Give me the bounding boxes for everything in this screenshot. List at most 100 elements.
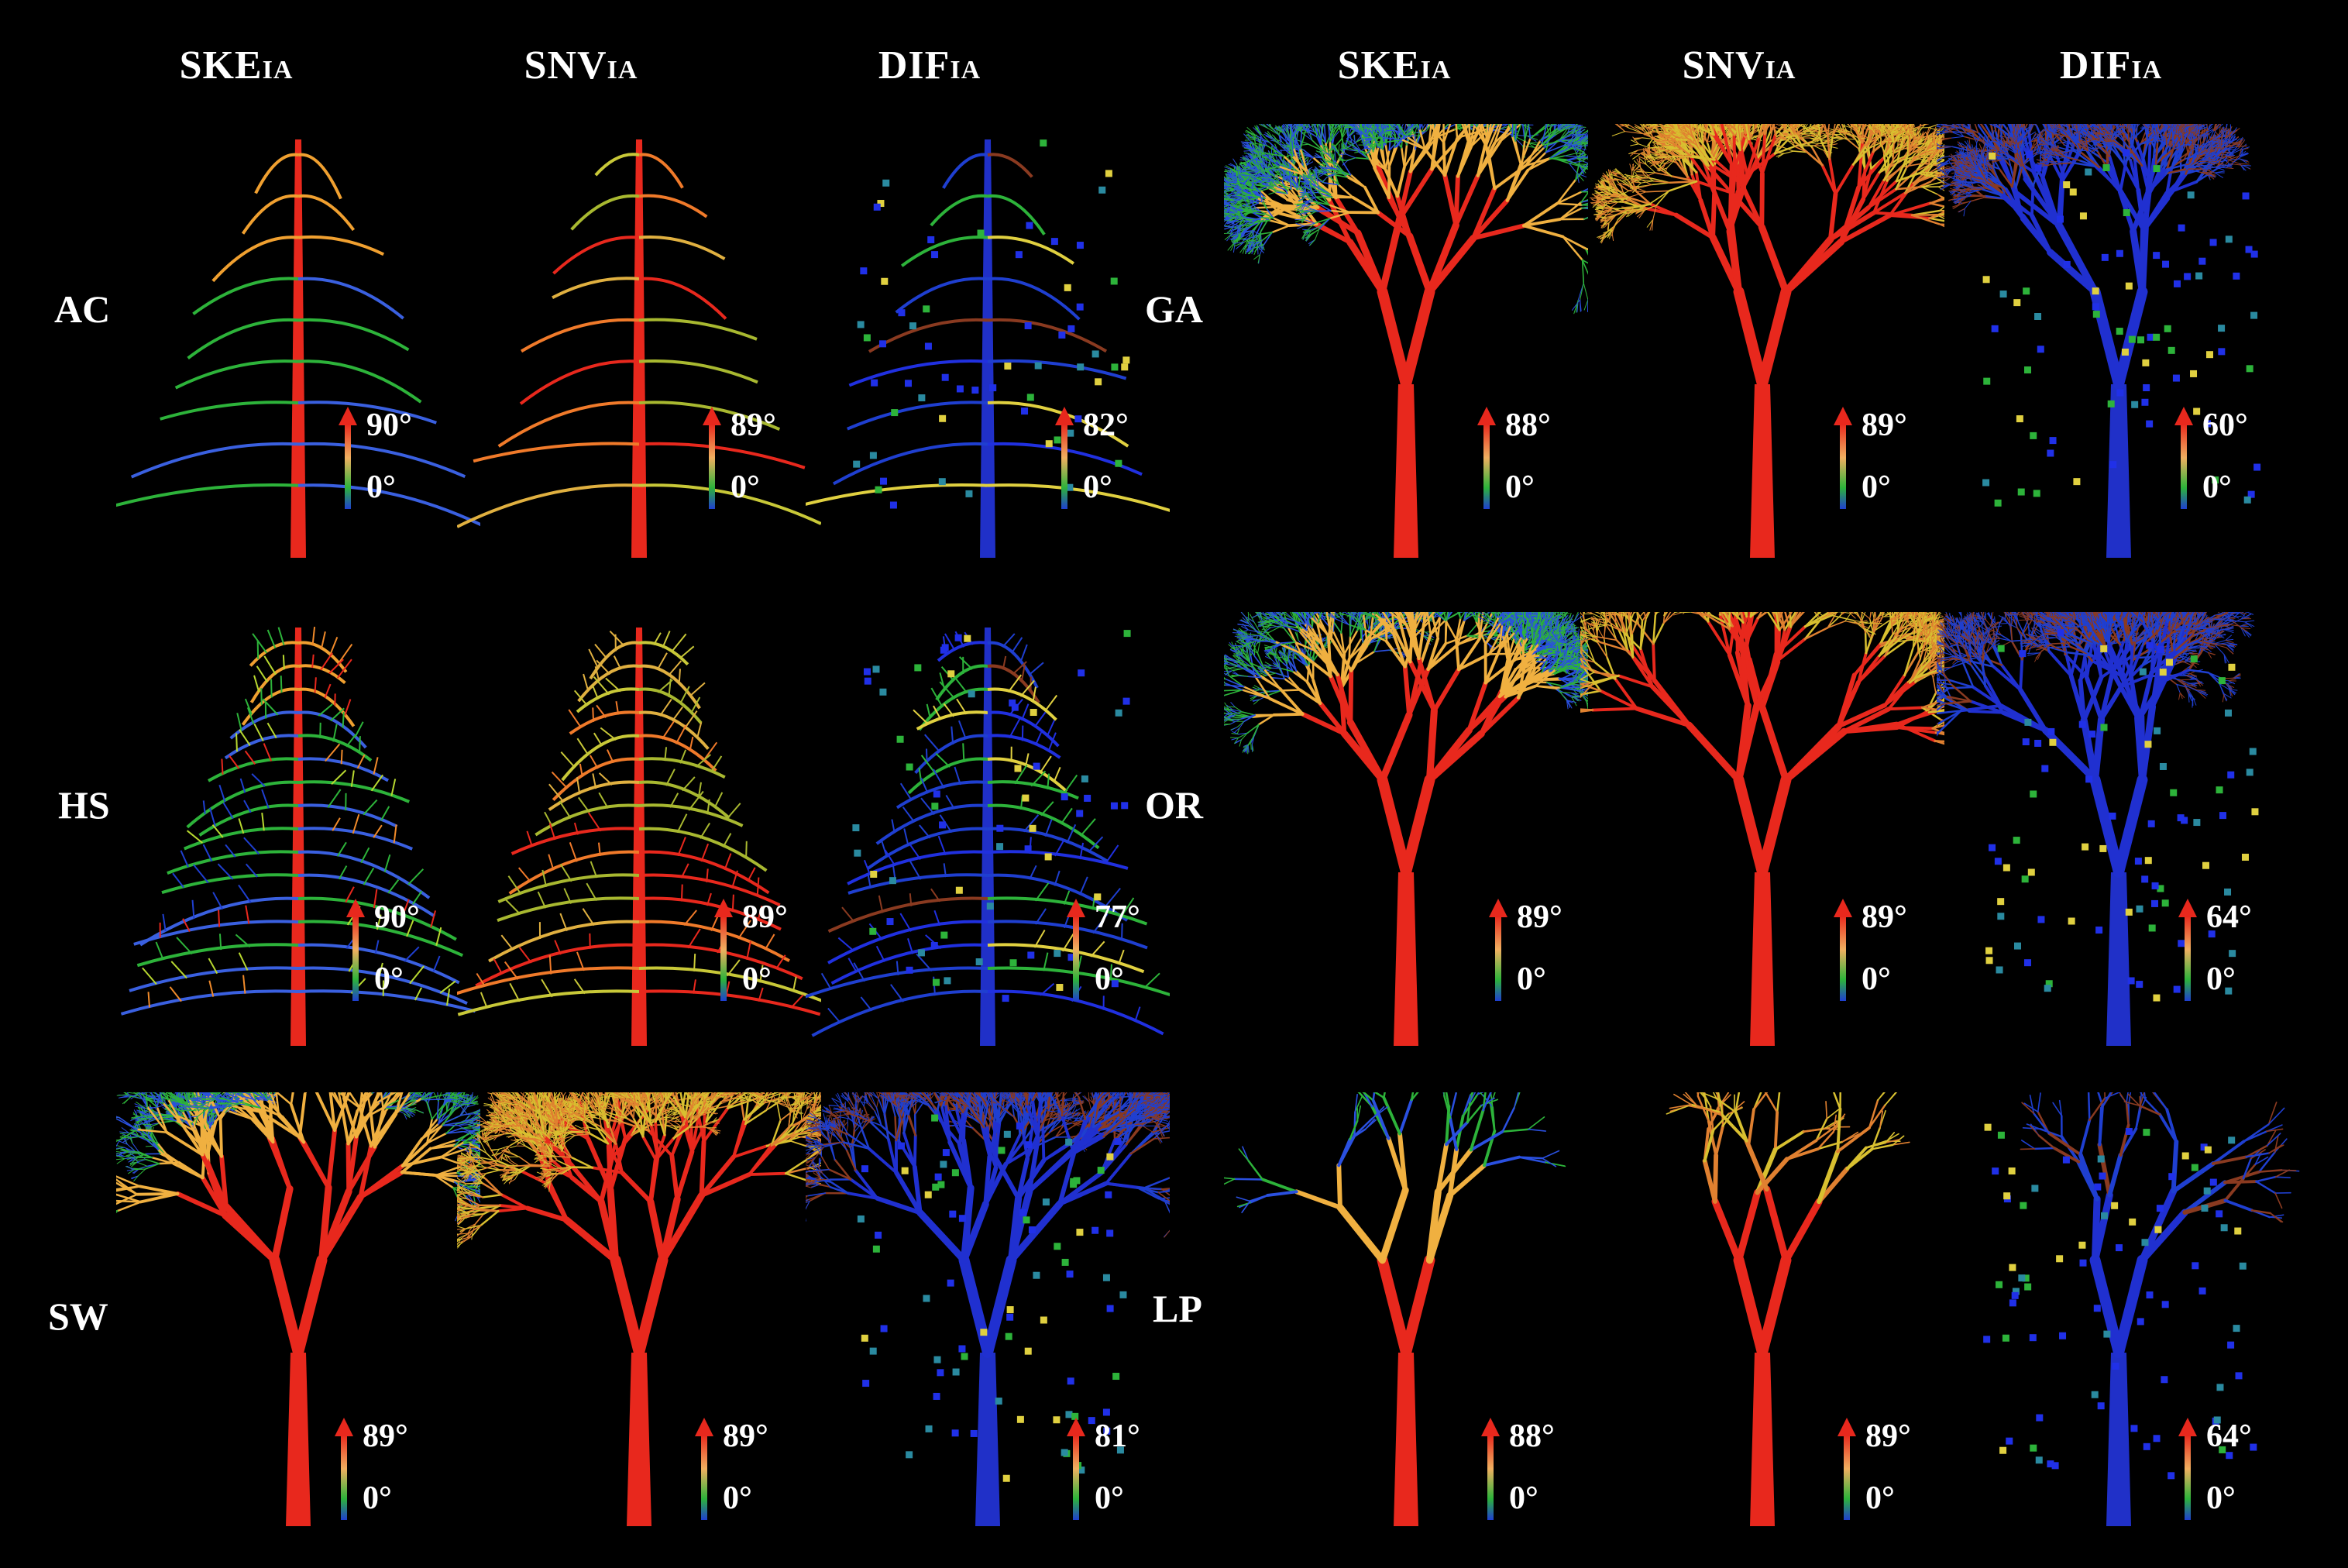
scale-max-label: 89° — [1862, 899, 1907, 936]
colour-scale-sw-ske: 89° 0° — [335, 1418, 457, 1534]
scale-max-label: 89° — [1862, 407, 1907, 444]
colour-scale-ac-snv: 89° 0° — [703, 407, 825, 523]
tree-lp-snv — [1666, 1092, 1910, 1526]
scale-arrow-icon — [1834, 899, 1852, 917]
scale-max-label: 60° — [2202, 407, 2248, 444]
scale-min-label: 0° — [1095, 961, 1124, 998]
colour-scale-sw-snv: 89° 0° — [695, 1418, 817, 1534]
scale-arrow-icon — [1481, 1418, 1500, 1436]
colour-scale-or-snv: 89° 0° — [1834, 899, 1956, 1015]
scale-min-label: 0° — [1509, 1480, 1538, 1517]
scale-gradient-bar — [701, 1435, 707, 1520]
column-title-5: SNVIA — [1623, 43, 1855, 88]
tree-sw-ske — [116, 1092, 480, 1526]
scale-min-label: 0° — [723, 1480, 752, 1517]
scale-arrow-icon — [339, 407, 357, 425]
colour-scale-ga-ske: 88° 0° — [1477, 407, 1600, 523]
colour-scale-ac-ske: 90° 0° — [339, 407, 461, 523]
scale-arrow-icon — [1834, 407, 1852, 425]
tree-ga-snv — [1590, 124, 1944, 558]
colour-scale-ga-snv: 89° 0° — [1834, 407, 1956, 523]
scale-arrow-icon — [2178, 1418, 2197, 1436]
scale-max-label: 89° — [1865, 1418, 1911, 1455]
colour-scale-lp-dif: 64° 0° — [2178, 1418, 2301, 1534]
scale-arrow-icon — [2178, 899, 2197, 917]
tree-ac-ske — [116, 139, 480, 558]
scale-gradient-bar — [2181, 424, 2187, 509]
colour-scale-hs-dif: 77° 0° — [1067, 899, 1189, 1015]
scale-gradient-bar — [2185, 1435, 2191, 1520]
scale-gradient-bar — [352, 916, 359, 1001]
scale-min-label: 0° — [366, 469, 396, 506]
scale-gradient-bar — [1840, 424, 1846, 509]
scale-arrow-icon — [346, 899, 365, 917]
colour-scale-hs-snv: 89° 0° — [714, 899, 837, 1015]
row-label-ac: AC — [54, 287, 110, 332]
tree-ga-dif — [1937, 124, 2261, 558]
scale-gradient-bar — [2185, 916, 2191, 1001]
scale-min-label: 0° — [2206, 961, 2236, 998]
scale-arrow-icon — [1477, 407, 1496, 425]
tree-ac-snv — [457, 139, 821, 558]
tree-hs-ske — [120, 626, 476, 1046]
column-title-2: SNVIA — [465, 43, 697, 88]
scale-max-label: 89° — [742, 899, 788, 936]
scale-max-label: 89° — [723, 1418, 768, 1455]
scale-gradient-bar — [1487, 1435, 1494, 1520]
scale-arrow-icon — [1055, 407, 1074, 425]
scale-gradient-bar — [341, 1435, 347, 1520]
scale-max-label: 90° — [374, 899, 420, 936]
scale-min-label: 0° — [374, 961, 404, 998]
scale-max-label: 89° — [731, 407, 776, 444]
tree-sw-dif — [806, 1092, 1170, 1526]
colour-scale-ga-dif: 60° 0° — [2174, 407, 2297, 523]
scale-min-label: 0° — [742, 961, 772, 998]
colour-scale-sw-dif: 81° 0° — [1067, 1418, 1189, 1534]
scale-max-label: 88° — [1505, 407, 1551, 444]
scale-arrow-icon — [1489, 899, 1507, 917]
tree-hs-dif — [806, 628, 1170, 1046]
scale-min-label: 0° — [731, 469, 760, 506]
tree-ac-dif — [806, 139, 1170, 558]
scale-arrow-icon — [1067, 1418, 1085, 1436]
colour-scale-ac-dif: 82° 0° — [1055, 407, 1177, 523]
tree-lp-dif — [1983, 1092, 2300, 1526]
scale-min-label: 0° — [1862, 469, 1891, 506]
scale-min-label: 0° — [1517, 961, 1546, 998]
scale-gradient-bar — [709, 424, 715, 509]
scale-arrow-icon — [703, 407, 721, 425]
scale-max-label: 82° — [1083, 407, 1129, 444]
tree-hs-snv — [457, 628, 821, 1046]
scale-min-label: 0° — [363, 1480, 392, 1517]
column-title-3: DIFIA — [813, 43, 1046, 88]
scale-gradient-bar — [1073, 916, 1079, 1001]
column-title-6: DIFIA — [1995, 43, 2227, 88]
scale-max-label: 64° — [2206, 899, 2252, 936]
row-label-ga: GA — [1145, 287, 1203, 332]
tree-ga-ske — [1224, 124, 1588, 558]
scale-arrow-icon — [2174, 407, 2193, 425]
row-label-hs: HS — [58, 782, 110, 827]
scale-min-label: 0° — [1083, 469, 1112, 506]
scale-arrow-icon — [335, 1418, 353, 1436]
scale-max-label: 89° — [363, 1418, 408, 1455]
colour-scale-hs-ske: 90° 0° — [346, 899, 469, 1015]
column-title-4: SKEIA — [1278, 43, 1511, 88]
scale-min-label: 0° — [1865, 1480, 1895, 1517]
tree-or-ske — [1224, 612, 1588, 1046]
scale-max-label: 77° — [1095, 899, 1140, 936]
scale-min-label: 0° — [1862, 961, 1891, 998]
scale-gradient-bar — [1844, 1435, 1850, 1520]
scale-gradient-bar — [1495, 916, 1501, 1001]
row-label-lp: LP — [1153, 1286, 1202, 1331]
tree-lp-ske — [1224, 1092, 1566, 1526]
scale-gradient-bar — [1840, 916, 1846, 1001]
scale-max-label: 64° — [2206, 1418, 2252, 1455]
colour-scale-lp-ske: 88° 0° — [1481, 1418, 1604, 1534]
scale-gradient-bar — [1483, 424, 1490, 509]
scale-max-label: 88° — [1509, 1418, 1555, 1455]
tree-or-dif — [1937, 612, 2259, 1046]
scale-min-label: 0° — [2206, 1480, 2236, 1517]
scale-gradient-bar — [1061, 424, 1067, 509]
